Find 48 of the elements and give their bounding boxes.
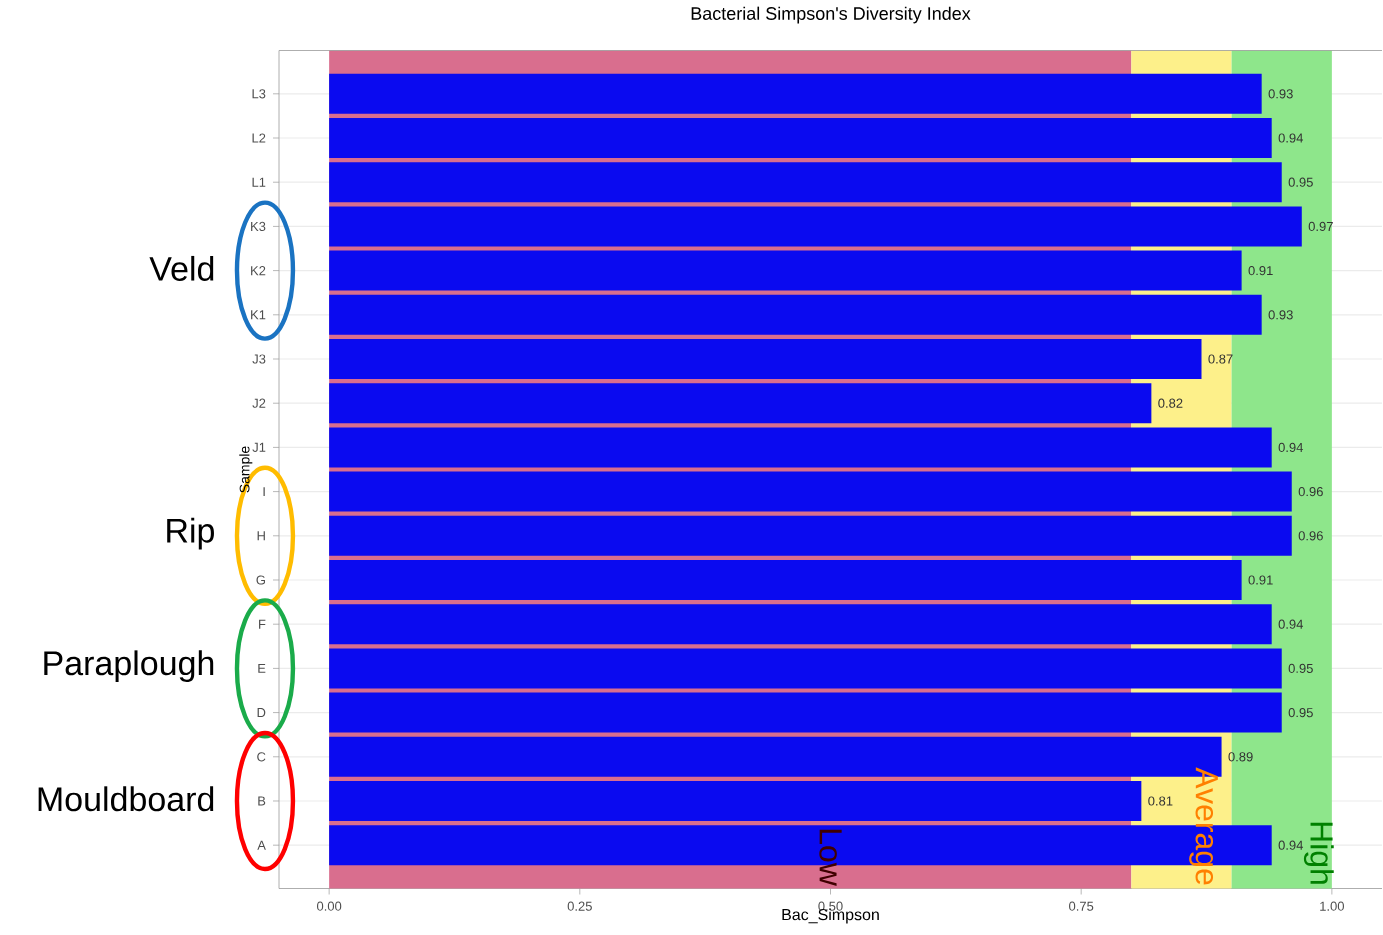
y-tick-label: L1 — [252, 177, 266, 187]
y-tick-label: E — [258, 664, 266, 674]
text: Mouldboard — [38, 786, 214, 812]
y-tick-label: K1 — [251, 310, 266, 320]
y-tick-label: J1 — [252, 443, 266, 453]
x-tick-label: 0.25 — [567, 901, 592, 912]
data-label: 0.91 — [1248, 266, 1273, 276]
y-tick-label: G — [256, 575, 265, 585]
y-tick-label: J3 — [252, 354, 266, 364]
data-label: 0.93 — [1268, 89, 1293, 99]
data-label: 0.95 — [1288, 664, 1313, 674]
text: Veld — [149, 256, 214, 282]
y-tick-label: K2 — [251, 266, 266, 276]
data-label: 0.96 — [1298, 487, 1323, 497]
data-label: 0.97 — [1308, 222, 1333, 232]
y-tick-label: C — [257, 752, 266, 762]
data-label: 0.91 — [1248, 575, 1273, 585]
data-label: 0.94 — [1278, 840, 1304, 851]
data-label: 0.94 — [1278, 619, 1304, 630]
y-tick-label: L2 — [252, 133, 266, 143]
x-tick-label: 0.75 — [1069, 901, 1094, 912]
data-label: 0.94 — [1278, 443, 1304, 453]
y-tick-label: H — [257, 531, 265, 541]
y-tick-label: F — [259, 619, 266, 629]
data-label: 0.81 — [1148, 796, 1173, 806]
chart-title: Bacterial Simpson's Diversity Index — [691, 6, 971, 24]
data-label: 0.95 — [1288, 177, 1313, 188]
band-label: High — [1303, 822, 1334, 885]
data-label: 0.87 — [1208, 354, 1233, 364]
y-tick-label: I — [263, 487, 265, 497]
data-label: 0.93 — [1268, 310, 1293, 320]
band-label: Average — [1189, 767, 1218, 885]
y-axis-title: Sample — [239, 446, 253, 493]
y-tick-label: J2 — [252, 398, 266, 409]
y-tick-label: A — [257, 840, 266, 850]
data-label: 0.96 — [1298, 531, 1323, 541]
y-tick-label: B — [258, 796, 266, 806]
text: Rip — [167, 518, 214, 550]
x-tick-label: 0.00 — [316, 901, 342, 912]
y-tick-label: L3 — [252, 89, 266, 99]
text: Paraplough — [44, 650, 214, 683]
y-tick-label: K3 — [251, 222, 266, 232]
data-label: 0.95 — [1288, 708, 1313, 718]
data-label: 0.94 — [1278, 133, 1304, 143]
x-tick-label: 1.00 — [1320, 901, 1344, 912]
y-tick-label: D — [257, 708, 266, 718]
data-label: 0.82 — [1158, 398, 1183, 409]
band-label: Low — [819, 830, 842, 887]
